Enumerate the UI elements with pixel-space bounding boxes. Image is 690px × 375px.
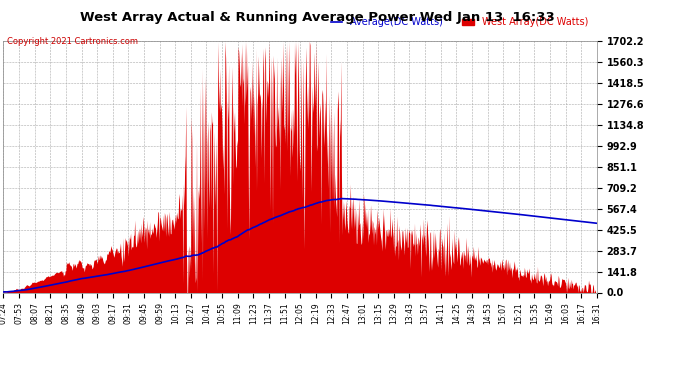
Text: Copyright 2021 Cartronics.com: Copyright 2021 Cartronics.com xyxy=(7,38,138,46)
Text: West Array Actual & Running Average Power Wed Jan 13  16:33: West Array Actual & Running Average Powe… xyxy=(80,11,555,24)
Legend: Average(DC Watts), West Array(DC Watts): Average(DC Watts), West Array(DC Watts) xyxy=(326,13,592,31)
